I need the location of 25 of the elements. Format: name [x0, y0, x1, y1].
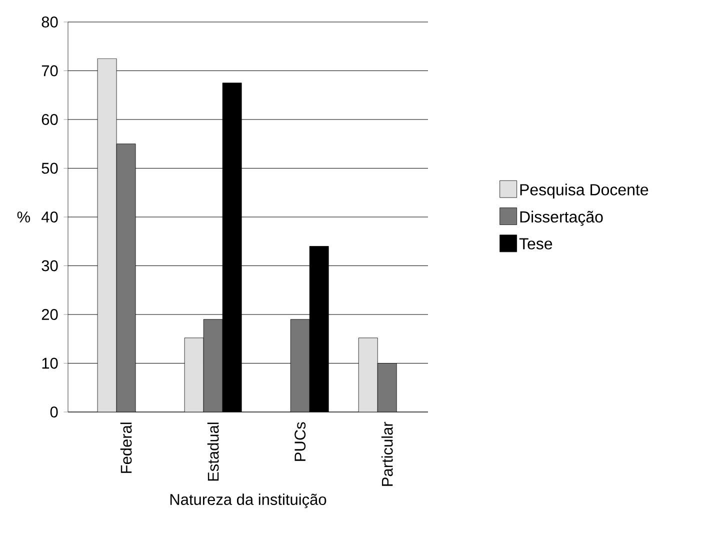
- y-tick-label: 80: [42, 16, 58, 28]
- bar: [358, 338, 378, 412]
- y-tick-label: 10: [42, 358, 58, 369]
- x-tick-label: Estadual: [207, 422, 219, 481]
- legend-label: Dissertação: [520, 210, 603, 226]
- y-tick-label: 40: [41, 212, 58, 222]
- y-tick-label: 50: [42, 162, 58, 174]
- y-tick-label: 70: [42, 65, 58, 76]
- y-tick-label: 60: [42, 114, 58, 125]
- x-axis-title: Natureza da instituição: [170, 494, 326, 508]
- bar: [203, 319, 223, 412]
- y-axis-title: %: [17, 212, 30, 222]
- bar: [116, 144, 136, 412]
- x-tick-label: Particular: [381, 422, 393, 486]
- x-tick-label: PUCs: [294, 422, 306, 461]
- legend-label: Pesquisa Docente: [520, 184, 648, 199]
- x-tick-label: Federal: [120, 422, 132, 473]
- y-tick-label: 20: [42, 309, 58, 320]
- bar: [97, 58, 117, 412]
- y-tick-label: 30: [42, 260, 58, 272]
- bar: [184, 338, 204, 412]
- legend-label: Tese: [519, 238, 552, 250]
- bar: [377, 363, 397, 412]
- bar: [290, 319, 310, 412]
- y-tick-label: 0: [50, 406, 58, 418]
